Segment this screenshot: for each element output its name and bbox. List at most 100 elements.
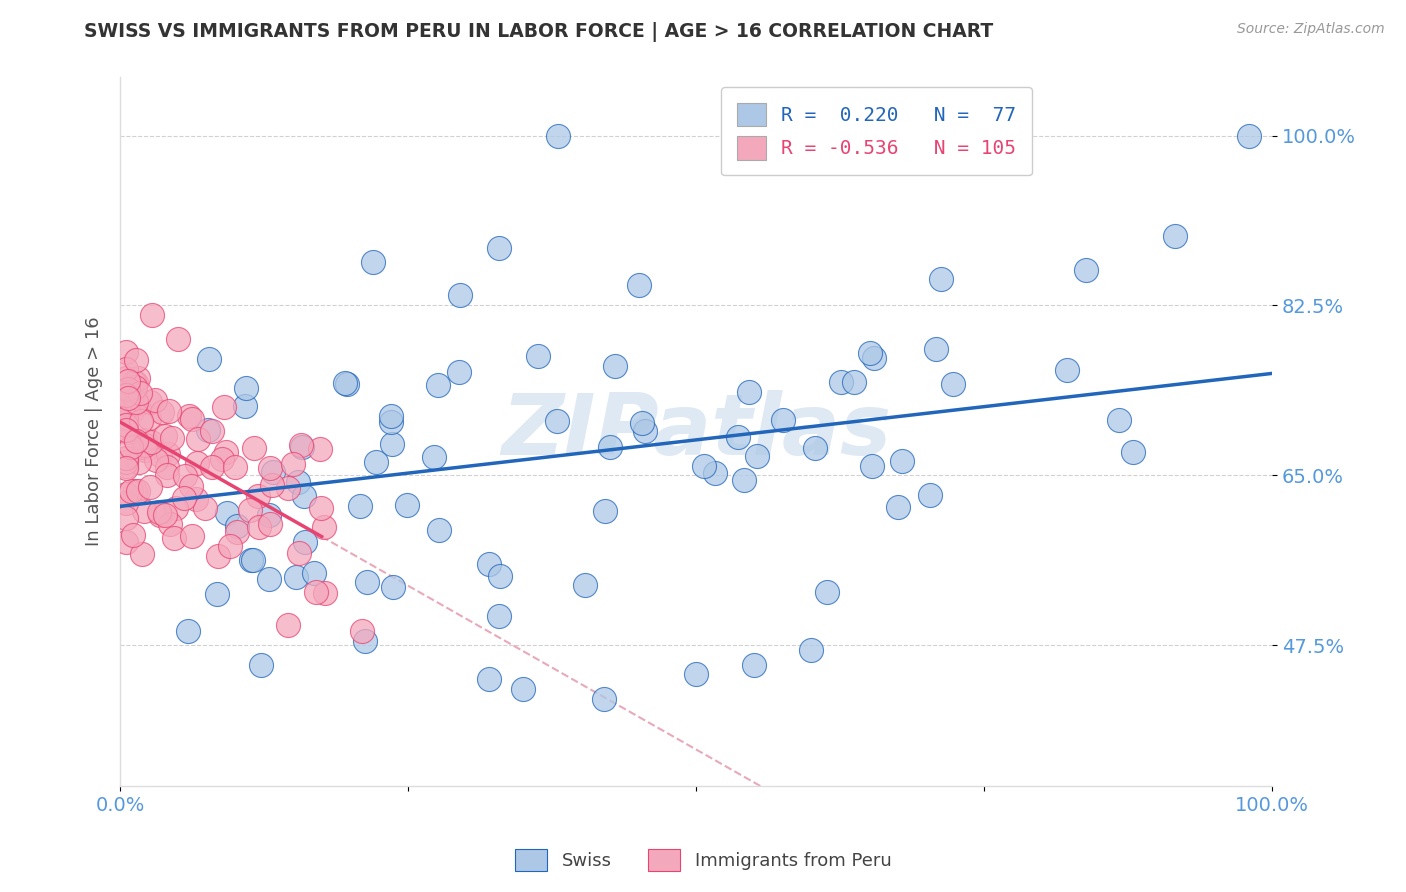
Swiss (422, 450, 444, 464)
Immigrants from Peru (122, 375, 145, 389)
Immigrants from Peru (125, 376, 148, 390)
Swiss (599, 440, 621, 454)
Immigrants from Peru (309, 442, 332, 457)
Swiss (427, 377, 450, 392)
Swiss (336, 377, 359, 392)
Immigrants from Peru (166, 501, 188, 516)
Immigrants from Peru (117, 374, 139, 388)
Immigrants from Peru (139, 395, 162, 409)
Immigrants from Peru (149, 448, 172, 462)
Immigrants from Peru (309, 501, 332, 516)
Swiss (738, 385, 761, 400)
Immigrants from Peru (129, 414, 152, 428)
Swiss (704, 466, 727, 480)
Immigrants from Peru (115, 382, 138, 396)
Swiss (205, 587, 228, 601)
Swiss (381, 580, 404, 594)
Immigrants from Peru (114, 362, 136, 376)
Swiss (242, 553, 264, 567)
Text: ZIPatlas: ZIPatlas (501, 390, 891, 473)
Immigrants from Peru (260, 477, 283, 491)
Immigrants from Peru (226, 524, 249, 539)
Immigrants from Peru (259, 516, 281, 531)
Immigrants from Peru (132, 504, 155, 518)
Immigrants from Peru (149, 508, 172, 523)
Swiss (1074, 262, 1097, 277)
Immigrants from Peru (114, 460, 136, 475)
Swiss (592, 691, 614, 706)
Swiss (449, 288, 471, 302)
Immigrants from Peru (287, 546, 309, 560)
Immigrants from Peru (159, 517, 181, 532)
Swiss (395, 498, 418, 512)
Swiss (427, 523, 450, 537)
Immigrants from Peru (211, 451, 233, 466)
Swiss (631, 416, 654, 430)
Immigrants from Peru (153, 429, 176, 443)
Swiss (197, 423, 219, 437)
Y-axis label: In Labor Force | Age > 16: In Labor Force | Age > 16 (86, 317, 103, 547)
Immigrants from Peru (121, 528, 143, 542)
Immigrants from Peru (312, 520, 335, 534)
Immigrants from Peru (134, 438, 156, 452)
Immigrants from Peru (186, 457, 208, 471)
Swiss (860, 459, 883, 474)
Swiss (292, 489, 315, 503)
Swiss (634, 424, 657, 438)
Immigrants from Peru (114, 418, 136, 433)
Immigrants from Peru (201, 424, 224, 438)
Immigrants from Peru (187, 432, 209, 446)
Swiss (942, 376, 965, 391)
Swiss (259, 572, 281, 586)
Swiss (1122, 445, 1144, 459)
Swiss (886, 500, 908, 515)
Immigrants from Peru (114, 423, 136, 437)
Immigrants from Peru (305, 584, 328, 599)
Swiss (239, 553, 262, 567)
Swiss (628, 277, 651, 292)
Immigrants from Peru (114, 496, 136, 510)
Immigrants from Peru (247, 489, 270, 503)
Immigrants from Peru (114, 388, 136, 402)
Swiss (335, 376, 357, 391)
Swiss (546, 414, 568, 428)
Immigrants from Peru (131, 547, 153, 561)
Immigrants from Peru (173, 491, 195, 505)
Immigrants from Peru (114, 397, 136, 411)
Immigrants from Peru (114, 487, 136, 501)
Immigrants from Peru (277, 617, 299, 632)
Immigrants from Peru (145, 453, 167, 467)
Swiss (800, 643, 823, 657)
Swiss (235, 381, 257, 395)
Swiss (1237, 128, 1260, 143)
Immigrants from Peru (173, 469, 195, 483)
Immigrants from Peru (157, 404, 180, 418)
Swiss (366, 455, 388, 469)
Swiss (380, 415, 402, 429)
Swiss (844, 376, 866, 390)
Legend: R =  0.220   N =  77, R = -0.536   N = 105: R = 0.220 N = 77, R = -0.536 N = 105 (721, 87, 1032, 176)
Immigrants from Peru (115, 455, 138, 469)
Immigrants from Peru (114, 401, 136, 415)
Immigrants from Peru (124, 380, 146, 394)
Swiss (249, 658, 271, 673)
Immigrants from Peru (201, 460, 224, 475)
Immigrants from Peru (143, 392, 166, 407)
Immigrants from Peru (290, 438, 312, 452)
Swiss (198, 352, 221, 367)
Swiss (225, 519, 247, 533)
Swiss (925, 343, 948, 357)
Swiss (863, 351, 886, 365)
Swiss (478, 672, 501, 686)
Immigrants from Peru (166, 333, 188, 347)
Swiss (804, 442, 827, 456)
Immigrants from Peru (156, 460, 179, 475)
Swiss (259, 508, 281, 522)
Swiss (215, 506, 238, 520)
Swiss (488, 241, 510, 255)
Immigrants from Peru (224, 460, 246, 475)
Immigrants from Peru (121, 404, 143, 418)
Swiss (929, 272, 952, 286)
Immigrants from Peru (132, 441, 155, 455)
Immigrants from Peru (180, 529, 202, 543)
